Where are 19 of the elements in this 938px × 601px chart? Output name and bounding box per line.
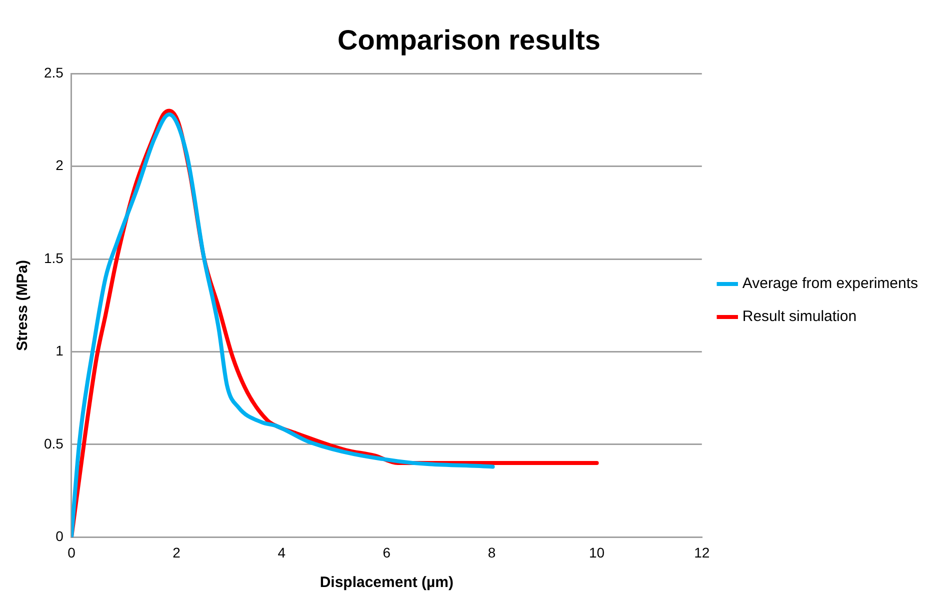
x-tick-label: 10 (589, 544, 605, 560)
y-tick-label: 2.5 (44, 64, 64, 80)
x-tick-label: 0 (68, 544, 76, 560)
x-axis-title: Displacement (µm) (320, 574, 454, 592)
y-tick-label: 0 (56, 528, 64, 544)
legend-label: Average from experiments (742, 275, 918, 292)
x-tick-label: 8 (488, 544, 496, 560)
legend-label: Result simulation (742, 308, 857, 326)
chart-title: Comparison results (338, 24, 600, 56)
line-series (71, 112, 495, 538)
x-tick-label: 6 (382, 544, 391, 560)
y-axis-title: Stress (MPa) (14, 260, 32, 351)
x-tick-label: 2 (172, 544, 181, 560)
x-tick-label: 4 (278, 544, 286, 560)
y-tick-label: 2 (56, 157, 64, 174)
y-tick-label: 1.5 (44, 250, 64, 266)
x-tick-label: 12 (694, 544, 710, 560)
y-tick-label: 0.5 (44, 435, 64, 452)
y-tick-label: 1 (56, 342, 64, 359)
